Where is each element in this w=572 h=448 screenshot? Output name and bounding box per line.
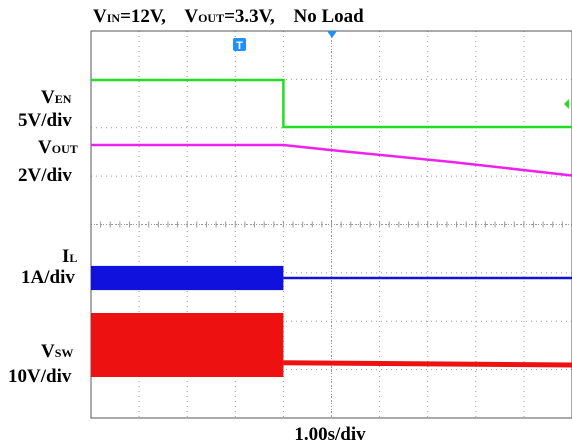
vsw-trace [283,360,572,368]
vout-scale: 2V/div [18,165,72,186]
ven-label: VEN [41,87,72,108]
vout-trace [91,143,572,177]
vin-symbol: V [93,6,107,27]
vsw-switching-band [91,313,284,377]
vout-title-value: =3.3V, [224,6,275,27]
x-axis-label: 1.00s/div [294,424,366,445]
vin-subscript: IN [107,11,121,25]
trigger-marker: T [233,38,246,52]
vout-title-symbol: V [184,6,198,27]
ven-scale: 5V/div [18,110,72,131]
trigger-marker-label: T [236,40,243,52]
vsw-scale: 10V/div [8,366,72,387]
vout-label: VOUT [38,137,78,158]
trigger-position-icon [327,31,337,38]
il-scale: 1A/div [21,267,75,288]
vin-value: =12V, [120,6,166,27]
vsw-label: VSW [41,341,73,362]
il-label: IL [62,246,77,267]
vout-title-subscript: OUT [198,11,224,25]
chart-title: VIN=12V, VOUT=3.3V, No Load [93,6,364,27]
load-condition: No Load [293,6,364,27]
trace-group [91,78,572,377]
ven-level-marker-icon [564,99,569,109]
il-switching-band [91,265,284,291]
ven-trace [91,78,572,129]
